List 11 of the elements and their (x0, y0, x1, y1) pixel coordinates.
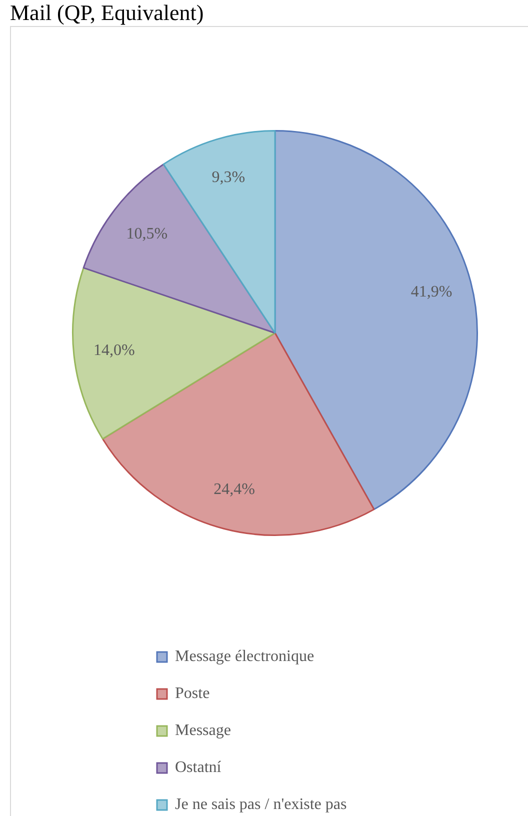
data-label: 9,3% (212, 169, 246, 186)
data-label: 10,5% (126, 225, 168, 242)
legend-label: Ostatní (175, 759, 222, 776)
legend-label: Je ne sais pas / n'existe pas (175, 796, 347, 814)
data-label: 24,4% (214, 480, 255, 498)
data-label: 14,0% (94, 342, 135, 360)
legend-label: Poste (175, 685, 210, 702)
legend-label: Message (175, 722, 231, 740)
data-label: 41,9% (410, 283, 452, 300)
legend-label: Message électronique (175, 648, 314, 666)
chart-title: Mail (QP, Equivalent) (10, 0, 204, 26)
